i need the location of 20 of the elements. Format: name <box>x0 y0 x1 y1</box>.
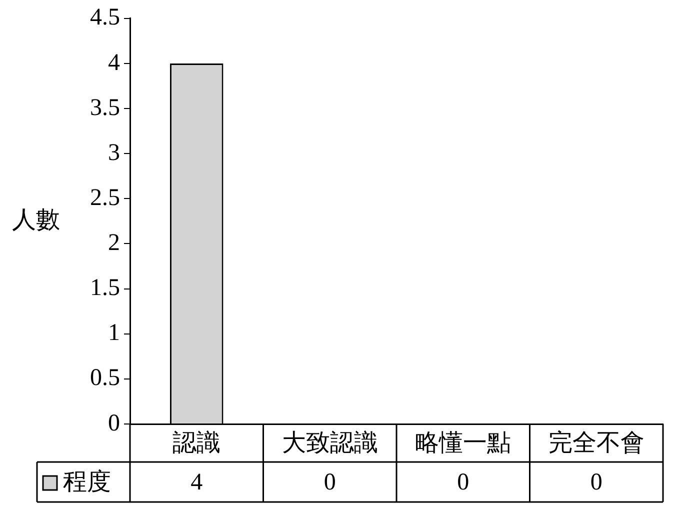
data-label: 0 <box>590 469 602 496</box>
y-tick-label: 2 <box>108 230 120 256</box>
y-tick-label: 0 <box>108 410 120 436</box>
x-tick-label: 大致認識 <box>282 429 378 456</box>
x-tick-label: 認識 <box>172 429 221 456</box>
x-tick-label: 略懂一點 <box>415 430 512 456</box>
y-tick-label: 4 <box>108 50 120 76</box>
data-label: 0 <box>457 469 470 496</box>
y-tick-label: 1.5 <box>90 275 120 302</box>
y-tick-label: 3.5 <box>90 94 120 121</box>
legend-label: 程度 <box>63 468 111 496</box>
y-axis-title: 人數 <box>12 207 60 234</box>
y-tick-label: 0.5 <box>90 365 120 392</box>
data-label: 0 <box>324 469 336 496</box>
y-tick-label: 4.5 <box>90 4 120 31</box>
x-tick-label: 完全不會 <box>548 429 644 456</box>
y-tick-label: 3 <box>108 140 120 166</box>
y-tick-label: 2.5 <box>90 184 120 211</box>
y-tick-label: 1 <box>108 320 120 346</box>
data-label: 4 <box>190 469 203 496</box>
